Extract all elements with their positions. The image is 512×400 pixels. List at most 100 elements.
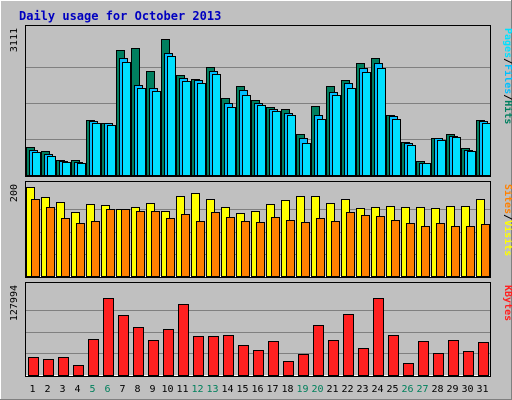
bar-kbytes-day-14: [223, 335, 234, 376]
bar-pages-day-3: [62, 162, 71, 176]
bar-sites-day-21: [331, 221, 340, 277]
bar-pages-day-23: [362, 72, 371, 176]
bar-pages-day-1: [32, 152, 41, 176]
day-label: 18: [281, 384, 293, 395]
bar-sites-day-9: [151, 211, 160, 277]
day-label: 13: [206, 384, 218, 395]
bar-kbytes-day-1: [28, 357, 39, 376]
legend-separator: /: [502, 214, 512, 220]
day-label: 23: [356, 384, 368, 395]
bar-kbytes-day-7: [118, 315, 129, 376]
day-label: 28: [431, 384, 443, 395]
day-label: 16: [251, 384, 263, 395]
legend-separator: /: [502, 58, 512, 64]
bar-kbytes-day-27: [418, 341, 429, 376]
bar-pages-day-18: [287, 115, 296, 176]
bar-sites-day-3: [61, 218, 70, 277]
day-label: 3: [59, 384, 65, 395]
bar-kbytes-day-6: [103, 298, 114, 376]
bar-pages-day-19: [302, 143, 311, 176]
bar-pages-day-15: [242, 95, 251, 176]
bar-sites-day-11: [181, 214, 190, 277]
day-label: 4: [74, 384, 80, 395]
day-label: 26: [401, 384, 413, 395]
bar-sites-day-14: [226, 217, 235, 277]
bar-pages-day-28: [437, 140, 446, 176]
day-label: 19: [296, 384, 308, 395]
bar-sites-day-13: [211, 212, 220, 277]
day-label: 14: [221, 384, 233, 395]
bar-kbytes-day-25: [388, 335, 399, 376]
bar-kbytes-day-10: [163, 329, 174, 376]
day-label: 17: [266, 384, 278, 395]
panel-middle: 200 Sites/Visits: [9, 181, 512, 278]
day-label: 9: [149, 384, 155, 395]
bar-kbytes-day-19: [298, 354, 309, 376]
bar-pages-day-13: [212, 74, 221, 176]
bar-kbytes-day-22: [343, 314, 354, 376]
bar-sites-day-23: [361, 215, 370, 277]
bar-pages-day-25: [392, 119, 401, 176]
bar-kbytes-day-31: [478, 342, 489, 376]
bar-pages-day-17: [272, 111, 281, 176]
bar-sites-day-1: [31, 199, 40, 277]
bar-pages-day-31: [482, 123, 491, 176]
day-label: 7: [119, 384, 125, 395]
bar-kbytes-day-2: [43, 359, 54, 376]
bar-sites-day-16: [256, 222, 265, 277]
bar-pages-day-30: [467, 151, 476, 176]
bar-sites-day-10: [166, 218, 175, 277]
day-label: 12: [191, 384, 203, 395]
bar-kbytes-day-15: [238, 345, 249, 376]
bar-pages-day-9: [152, 91, 161, 176]
day-label: 29: [446, 384, 458, 395]
bar-pages-day-16: [257, 105, 266, 176]
bar-kbytes-day-30: [463, 351, 474, 376]
bar-kbytes-day-12: [193, 336, 204, 376]
bar-sites-day-27: [421, 226, 430, 277]
bar-kbytes-day-8: [133, 327, 144, 376]
bar-kbytes-day-11: [178, 304, 189, 376]
bar-pages-day-21: [332, 95, 341, 176]
bar-pages-day-7: [122, 62, 131, 176]
legend-sites: Sites: [502, 184, 512, 214]
series-legend: Sites/Visits: [502, 184, 512, 256]
bar-sites-day-22: [346, 212, 355, 277]
bar-pages-day-11: [182, 81, 191, 176]
bar-sites-day-7: [121, 209, 130, 277]
bar-kbytes-day-29: [448, 340, 459, 376]
bar-sites-day-20: [316, 218, 325, 277]
bar-sites-day-15: [241, 221, 250, 277]
bar-kbytes-day-9: [148, 340, 159, 376]
bar-sites-day-8: [136, 211, 145, 277]
bar-kbytes-day-20: [313, 325, 324, 376]
legend-hits: Hits: [502, 100, 512, 124]
day-label: 11: [176, 384, 188, 395]
day-label: 31: [476, 384, 488, 395]
bar-pages-day-27: [422, 163, 431, 176]
bar-sites-day-24: [376, 216, 385, 277]
bar-kbytes-day-13: [208, 336, 219, 376]
bar-pages-day-8: [137, 88, 146, 176]
bar-kbytes-day-4: [73, 365, 84, 376]
bar-pages-day-26: [407, 145, 416, 176]
bar-sites-day-28: [436, 223, 445, 277]
panel-top: 3111 Pages/Files/Hits: [9, 25, 512, 177]
legend-pages: Pages: [502, 28, 512, 58]
bar-sites-day-19: [301, 222, 310, 277]
day-label: 27: [416, 384, 428, 395]
y-max-label: 200: [9, 184, 20, 202]
bar-pages-day-10: [167, 56, 176, 176]
bar-kbytes-day-28: [433, 353, 444, 376]
legend-visits: Visits: [502, 220, 512, 256]
bar-sites-day-26: [406, 223, 415, 277]
bar-kbytes-day-23: [358, 348, 369, 376]
day-label: 2: [44, 384, 50, 395]
bar-pages-day-4: [77, 163, 86, 176]
chart-title: Daily usage for October 2013: [19, 9, 221, 23]
day-label: 8: [134, 384, 140, 395]
bar-pages-day-22: [347, 88, 356, 176]
day-label: 20: [311, 384, 323, 395]
